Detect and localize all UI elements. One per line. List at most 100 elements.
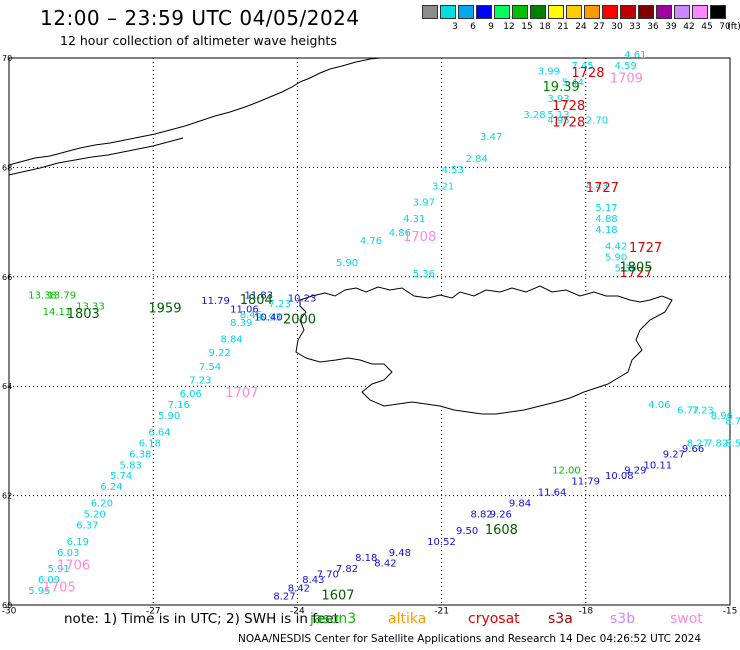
wave-height-value: 8.84	[220, 334, 242, 345]
wave-height-value: 10.40	[254, 313, 283, 324]
wave-height-value: 4.42	[605, 241, 627, 252]
wave-height-value: 8.18	[355, 553, 377, 564]
colorbar-label: 45	[701, 22, 713, 32]
wave-height-value: 6.24	[100, 482, 122, 493]
wave-height-value: 7.70	[317, 570, 339, 581]
lon-label: -21	[434, 607, 449, 617]
satellite-legend-item: cryosat	[468, 611, 520, 627]
page-subtitle: 12 hour collection of altimeter wave hei…	[60, 33, 337, 48]
wave-height-value: 11.06	[230, 304, 259, 315]
wave-height-value: 14.11	[43, 307, 72, 318]
lat-label: 62	[2, 492, 12, 501]
colorbar-label: 9	[488, 22, 494, 32]
wave-height-value: 2.70	[586, 116, 608, 127]
wave-height-value: 9.22	[208, 348, 230, 359]
pass-times: 1728 170919.39172817281727172717271805170…	[43, 66, 663, 603]
wave-height-value: 4.86	[389, 228, 411, 239]
wave-height-value: 5.13	[547, 110, 569, 121]
colorbar-cell	[638, 5, 654, 19]
wave-height-value: 5.90	[605, 252, 627, 263]
colorbar-cell	[620, 5, 636, 19]
wave-height-value: 13.33	[76, 302, 105, 313]
wave-height-value: 4.88	[595, 214, 617, 225]
colorbar-label: 18	[539, 22, 551, 32]
lon-label: -27	[146, 607, 161, 617]
wave-height-value: 7.16	[168, 400, 190, 411]
colorbar-cell	[530, 5, 546, 19]
wave-height-value: 7.82	[336, 564, 358, 575]
wave-height-value: 9.66	[682, 444, 704, 455]
pass-time-label: 1708	[403, 230, 436, 245]
wave-height-tracks: 5.956.095.91 6.036.19 6.375.206.20 6.245.74…	[28, 50, 740, 603]
lat-label: 60	[2, 601, 12, 610]
wave-height-value: 8.46	[240, 310, 262, 321]
colorbar-cell	[494, 5, 510, 19]
wave-height-value: 10.11	[643, 460, 672, 471]
pass-time-label: 1607	[321, 589, 354, 604]
colorbar-cell	[566, 5, 582, 19]
wave-height-value: 4.95	[547, 116, 569, 127]
lat-label: 66	[2, 273, 12, 282]
pass-time-label: 1959	[148, 301, 181, 316]
colorbar-label: 27	[593, 22, 605, 32]
wave-height-value: 7.45	[571, 61, 593, 72]
wave-height-value: 8.58	[725, 438, 740, 449]
wave-height-value: 7.23	[269, 299, 291, 310]
pass-time-label: 1805	[619, 260, 652, 275]
pass-time-label: 1804	[240, 293, 273, 308]
wave-height-value: 8.82	[470, 509, 492, 520]
greenland-coastline	[8, 57, 381, 166]
colorbar-unit: (ft)	[727, 22, 740, 32]
pass-time-label: 1727	[586, 181, 619, 196]
colorbar-cell	[584, 5, 600, 19]
wave-height-value: 4.43	[586, 181, 608, 192]
wave-height-value: 10.23	[288, 293, 317, 304]
wave-height-value: 9.26	[490, 509, 512, 520]
pass-time-label: 1728	[571, 66, 604, 81]
wave-height-value: 4.59	[615, 61, 637, 72]
wave-height-value: 8.27	[273, 592, 295, 603]
wave-height-value: 11.83	[245, 291, 274, 302]
iceland-coastline	[295, 285, 673, 415]
wave-height-value: 8.42	[288, 583, 310, 594]
satellite-legend-item: s3a	[548, 611, 573, 627]
pass-time-label: 1707	[225, 386, 258, 401]
lon-label: -24	[290, 607, 305, 617]
lon-label: -15	[723, 607, 738, 617]
colorbar-label: 39	[665, 22, 677, 32]
wave-height-value: 7.82	[706, 438, 728, 449]
satellite-legend-item: jason3	[310, 611, 357, 627]
colorbar-label: 3	[452, 22, 458, 32]
colorbar-label: 42	[683, 22, 695, 32]
wave-height-value: 5.39	[615, 263, 637, 274]
wave-height-value: 5.83	[120, 460, 142, 471]
wave-height-value: 4.53	[442, 165, 464, 176]
wave-height-value: 5.17	[595, 203, 617, 214]
colorbar-cell	[602, 5, 618, 19]
wave-height-value: 6.20	[91, 499, 113, 510]
colorbar-label: 12	[503, 22, 515, 32]
wave-height-value: 5.90	[336, 258, 358, 269]
wave-height-value: 6.06	[180, 389, 202, 400]
wave-height-value: 4.31	[403, 214, 425, 225]
wave-height-value: 8.96	[711, 411, 733, 422]
satellite-legend-item: s3b	[610, 611, 636, 627]
wave-height-value: 12.00	[552, 466, 581, 477]
wave-height-value: 13.38	[28, 291, 57, 302]
wave-height-value: 4.18	[595, 225, 617, 236]
lat-label: 64	[2, 382, 12, 391]
lat-label: 70	[2, 54, 12, 63]
wave-height-value: 6.18	[139, 438, 161, 449]
wave-height-value: 7.23	[189, 375, 211, 386]
pass-time-label: 1706	[57, 558, 90, 573]
satellite-legend-item: swot	[670, 611, 703, 627]
pass-time-label: 1728	[552, 99, 585, 114]
wave-height-value: 11.79	[201, 296, 230, 307]
colorbar-cell	[458, 5, 474, 19]
greenland-coastline-inner	[8, 137, 184, 176]
wave-height-value: 9.48	[389, 548, 411, 559]
wave-height-value: 3.93	[547, 94, 569, 105]
wave-height-value: 3.21	[432, 181, 454, 192]
wave-height-value: 6.64	[148, 427, 170, 438]
wave-height-value: 9.84	[509, 499, 531, 510]
